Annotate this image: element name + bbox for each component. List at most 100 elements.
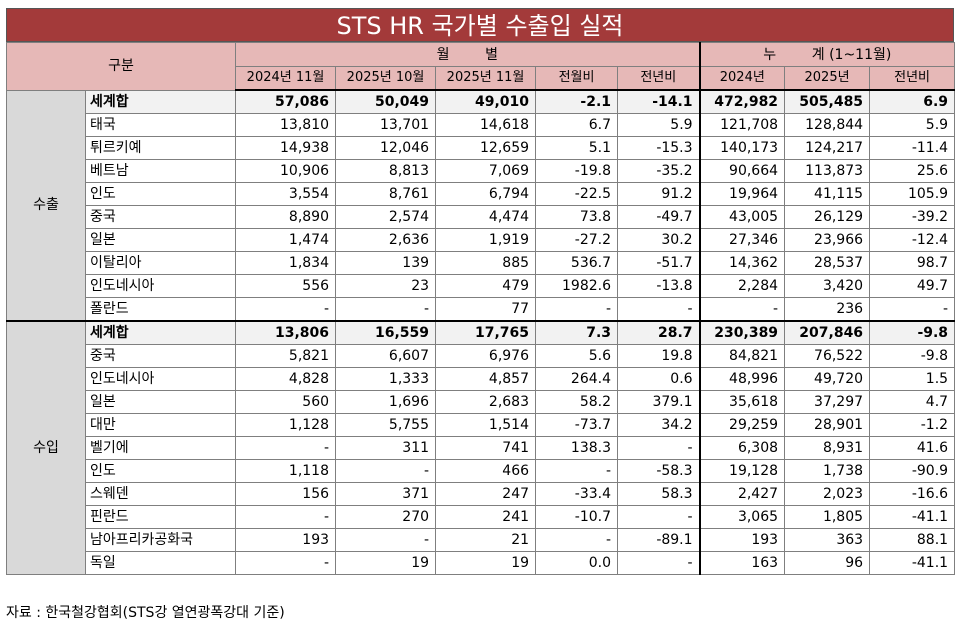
country-label: 중국 (84, 344, 237, 368)
value-cell: 264.4 (535, 367, 619, 391)
table-row: 남아프리카공화국 193-21- -89.1 193 363 88.1 (7, 528, 956, 552)
value-cell: -27.2 (535, 228, 619, 252)
value-cell: -33.4 (535, 482, 619, 506)
value-cell: 1.5 (869, 367, 956, 391)
table-row: 이탈리아 1,834 139 885 536.7 -51.7 14,362 28,537 98.… (7, 251, 956, 275)
value-cell: 207,846 (784, 320, 871, 345)
value-cell: 6,976 (435, 344, 537, 368)
value-cell: 76,522 (784, 344, 871, 368)
value-cell: - (235, 505, 337, 529)
value-cell: -11.4 (869, 136, 956, 160)
table-row: 인도 1,118-466- -58.3 19,128 1,738 -90.9 (7, 459, 956, 483)
value-cell: 5.9 (869, 113, 956, 137)
value-cell: 230,389 (699, 320, 786, 345)
value-cell: 6,607 (335, 344, 437, 368)
country-label: 대만 (84, 413, 237, 437)
value-cell: 41,115 (784, 182, 871, 206)
value-cell: 124,217 (784, 136, 871, 160)
value-cell: 472,982 (699, 89, 786, 114)
value-cell: 84,821 (699, 344, 786, 368)
value-cell: 12,046 (335, 136, 437, 160)
value-cell: 741 (435, 436, 537, 460)
value-cell: 4,828 (235, 367, 337, 391)
value-cell: 49.7 (869, 274, 956, 298)
value-cell: - (235, 551, 337, 575)
value-cell: 19,964 (699, 182, 786, 206)
value-cell: 5,821 (235, 344, 337, 368)
header-cumulative-group: 누 계 (1~11월) (699, 42, 956, 67)
value-cell: 34.2 (617, 413, 701, 437)
value-cell: 479 (435, 274, 537, 298)
value-cell: 58.3 (617, 482, 701, 506)
column-header: 전년비 (869, 66, 956, 91)
country-label: 인도 (84, 182, 237, 206)
table-row: 중국 8,890 2,574 4,474 73.8 -49.7 43,005 26,129 -3… (7, 205, 956, 229)
country-label: 인도네시아 (84, 274, 237, 298)
value-cell: -16.6 (869, 482, 956, 506)
value-cell: 556 (235, 274, 337, 298)
value-cell: 163 (699, 551, 786, 575)
value-cell: -12.4 (869, 228, 956, 252)
value-cell: 0.0 (535, 551, 619, 575)
value-cell: 13,701 (335, 113, 437, 137)
value-cell: 1982.6 (535, 274, 619, 298)
value-cell: 139 (335, 251, 437, 275)
value-cell: 77 (435, 297, 537, 322)
column-header: 2025년 (784, 66, 871, 91)
column-header: 2025년 10월 (335, 66, 437, 91)
value-cell: 1,118 (235, 459, 337, 483)
value-cell: - (535, 459, 619, 483)
value-cell: 193 (235, 528, 337, 552)
value-cell: 28.7 (617, 320, 701, 345)
value-cell: -9.8 (869, 344, 956, 368)
country-label: 이탈리아 (84, 251, 237, 275)
value-cell: 30.2 (617, 228, 701, 252)
value-cell: 23 (335, 274, 437, 298)
value-cell: 363 (784, 528, 871, 552)
value-cell: 13,806 (235, 320, 337, 345)
value-cell: -89.1 (617, 528, 701, 552)
value-cell: - (699, 297, 786, 322)
value-cell: - (535, 528, 619, 552)
table-row: 일본 560 1,696 2,683 58.2 379.1 35,618 37,297 4.7 (7, 390, 956, 414)
value-cell: 466 (435, 459, 537, 483)
header-monthly-group: 월 별 (235, 42, 701, 67)
value-cell: 140,173 (699, 136, 786, 160)
value-cell: 7,069 (435, 159, 537, 183)
country-label: 태국 (84, 113, 237, 137)
value-cell: -10.7 (535, 505, 619, 529)
value-cell: -35.2 (617, 159, 701, 183)
value-cell: 371 (335, 482, 437, 506)
value-cell: - (535, 297, 619, 322)
value-cell: - (335, 528, 437, 552)
country-label: 세계합 (84, 320, 237, 345)
table-row: 핀란드 -270 241 -10.7-3,065 1,805 -41.1 (7, 505, 956, 529)
value-cell: 379.1 (617, 390, 701, 414)
country-label: 인도 (84, 459, 237, 483)
value-cell: -2.1 (535, 89, 619, 114)
country-label: 일본 (84, 228, 237, 252)
value-cell: -1.2 (869, 413, 956, 437)
value-cell: 13,810 (235, 113, 337, 137)
value-cell: -39.2 (869, 205, 956, 229)
table-row: 스웨덴 156 371 247 -33.4 58.3 2,427 2,023 -16.6 (7, 482, 956, 506)
value-cell: -41.1 (869, 505, 956, 529)
value-cell: 96 (784, 551, 871, 575)
country-label: 인도네시아 (84, 367, 237, 391)
value-cell: 6,308 (699, 436, 786, 460)
table-row: 튀르키예 14,938 12,046 12,659 5.1 -15.3 140,173 124… (7, 136, 956, 160)
value-cell: 536.7 (535, 251, 619, 275)
table-row: 벨기에 -311 741 138.3-6,308 8,931 41.6 (7, 436, 956, 460)
value-cell: -90.9 (869, 459, 956, 483)
value-cell: 29,259 (699, 413, 786, 437)
value-cell: 88.1 (869, 528, 956, 552)
value-cell: 1,834 (235, 251, 337, 275)
value-cell: 27,346 (699, 228, 786, 252)
value-cell: 1,738 (784, 459, 871, 483)
table-row: 인도 3,554 8,761 6,794 -22.5 91.2 19,964 41,115 10… (7, 182, 956, 206)
total-row: 수출 세계합 57,086 50,049 49,010 -2.1 -14.1 472,982 5… (6, 89, 956, 322)
value-cell: 21 (435, 528, 537, 552)
value-cell: 138.3 (535, 436, 619, 460)
value-cell: 98.7 (869, 251, 956, 275)
value-cell: 8,813 (335, 159, 437, 183)
